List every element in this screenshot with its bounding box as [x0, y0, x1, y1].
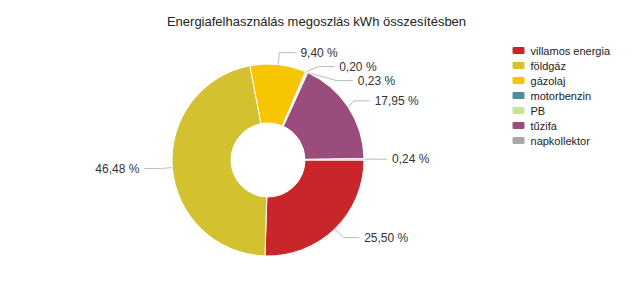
svg-text:tűzifa: tűzifa: [531, 120, 558, 132]
svg-text:0,20 %: 0,20 %: [339, 60, 377, 74]
svg-text:gázolaj: gázolaj: [531, 75, 566, 87]
svg-text:napkollektor: napkollektor: [531, 135, 591, 147]
svg-text:25,50 %: 25,50 %: [364, 231, 408, 245]
svg-text:PB: PB: [531, 105, 546, 117]
svg-text:Energiafelhasználás megoszlás: Energiafelhasználás megoszlás kWh összes…: [167, 14, 466, 29]
svg-text:17,95 %: 17,95 %: [375, 94, 419, 108]
svg-text:0,23 %: 0,23 %: [358, 74, 396, 88]
svg-text:9,40 %: 9,40 %: [300, 46, 338, 60]
svg-text:földgáz: földgáz: [531, 60, 566, 72]
svg-text:motorbenzin: motorbenzin: [531, 90, 592, 102]
svg-text:villamos energia: villamos energia: [531, 45, 611, 57]
svg-text:46,48 %: 46,48 %: [95, 162, 139, 176]
svg-text:0,24 %: 0,24 %: [392, 152, 430, 166]
